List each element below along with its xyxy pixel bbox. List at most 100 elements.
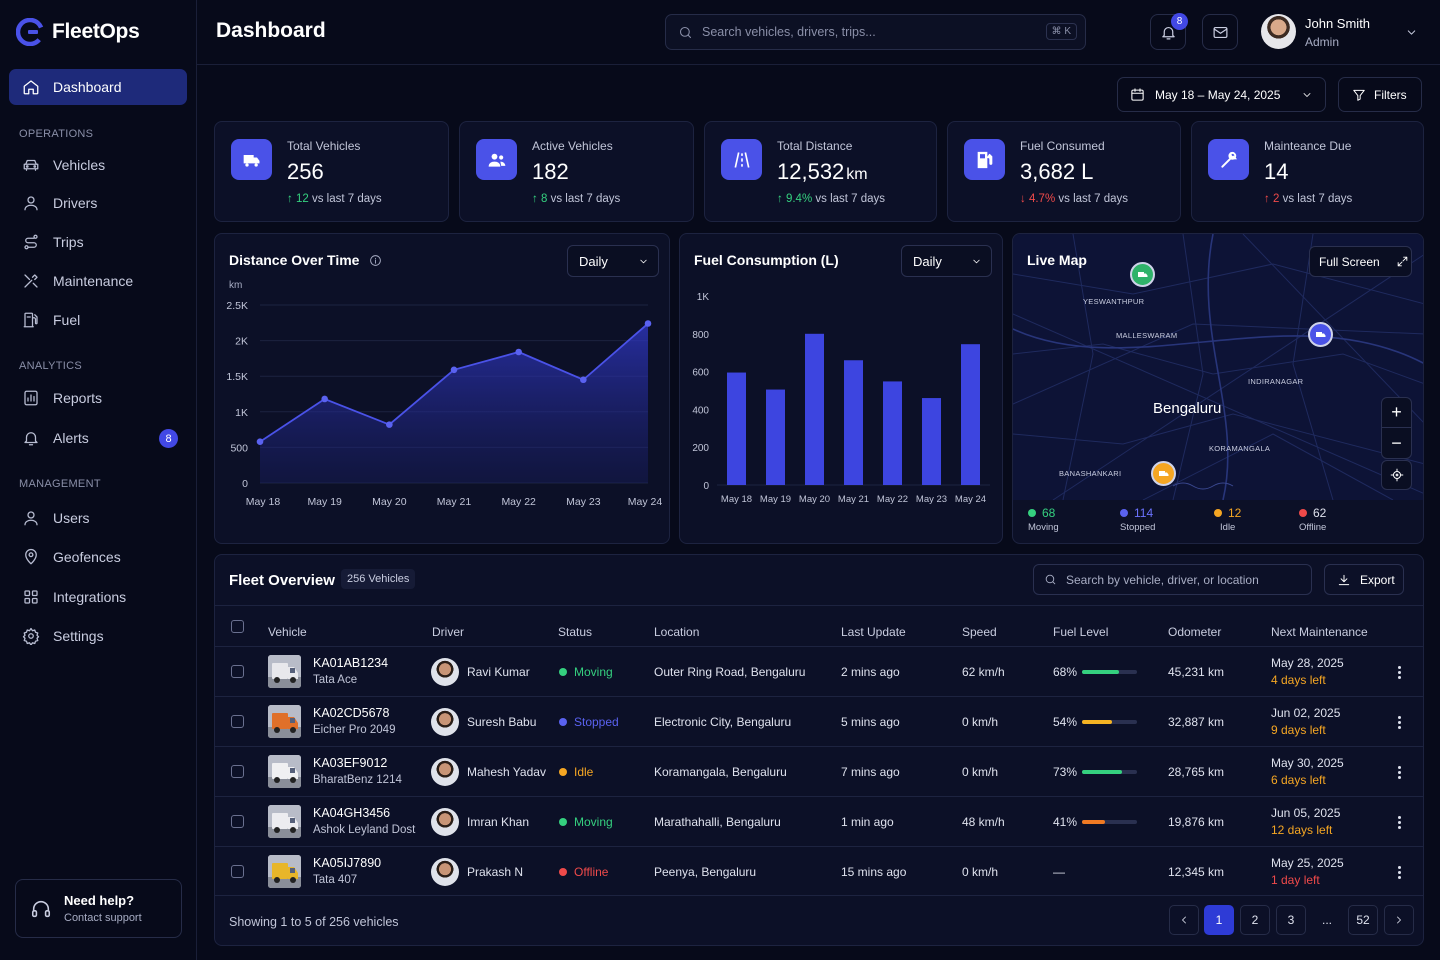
select-all-checkbox[interactable] [231, 620, 244, 633]
fleet-search[interactable]: Search by vehicle, driver, or location [1033, 564, 1312, 595]
driver-name[interactable]: Mahesh Yadav [467, 765, 546, 779]
zoom-in-button[interactable]: + [1382, 398, 1411, 428]
nav-maintenance[interactable]: Maintenance [9, 263, 187, 299]
map-marker-stopped[interactable] [1308, 322, 1333, 347]
column-header[interactable]: Fuel Level [1053, 625, 1109, 639]
driver-name[interactable]: Prakash N [467, 865, 524, 879]
row-menu-button[interactable] [1393, 812, 1405, 832]
vehicle-plate[interactable]: KA01AB1234 [313, 656, 389, 670]
driver-name[interactable]: Imran Khan [467, 815, 530, 829]
nav-reports[interactable]: Reports [9, 380, 187, 416]
period-value: Daily [579, 253, 608, 269]
logo[interactable]: FleetOps [16, 18, 140, 46]
bar[interactable] [844, 360, 863, 485]
data-point[interactable] [256, 438, 264, 446]
row-checkbox[interactable] [231, 815, 244, 828]
row-menu-button[interactable] [1393, 862, 1405, 882]
map-marker-idle[interactable] [1151, 461, 1176, 486]
fleet-search-input[interactable]: Search by vehicle, driver, or location [1066, 572, 1259, 587]
table-row[interactable]: KA01AB1234 Tata Ace Ravi Kumar Moving Ou… [215, 646, 1424, 696]
column-header[interactable]: Next Maintenance [1271, 625, 1368, 639]
nav-integrations[interactable]: Integrations [9, 579, 187, 615]
bar[interactable] [961, 344, 980, 485]
bar[interactable] [805, 333, 824, 485]
table-row[interactable]: KA04GH3456 Ashok Leyland Dost Imran Khan… [215, 796, 1424, 846]
page-button[interactable]: 52 [1348, 905, 1378, 935]
column-header[interactable]: Location [654, 625, 700, 639]
map-fullscreen-button[interactable]: Full Screen [1309, 246, 1412, 277]
table-row[interactable]: KA03EF9012 BharatBenz 1214 Mahesh Yadav … [215, 746, 1424, 796]
nav-drivers[interactable]: Drivers [9, 185, 187, 221]
column-header[interactable]: Speed [962, 625, 997, 639]
nav-geofences[interactable]: Geofences [9, 539, 187, 575]
data-point[interactable] [450, 366, 458, 374]
column-header[interactable]: Vehicle [268, 625, 307, 639]
search-input[interactable]: Search vehicles, drivers, trips... [702, 25, 876, 39]
row-checkbox[interactable] [231, 715, 244, 728]
nav-settings[interactable]: Settings [9, 618, 187, 654]
map-marker-moving[interactable] [1130, 262, 1155, 287]
messages-button[interactable] [1202, 14, 1238, 50]
global-search[interactable]: Search vehicles, drivers, trips... ⌘ K [665, 14, 1086, 50]
column-header[interactable]: Driver [432, 625, 464, 639]
vehicle-plate[interactable]: KA02CD5678 [313, 706, 390, 720]
row-menu-button[interactable] [1393, 762, 1405, 782]
bar[interactable] [922, 398, 941, 485]
zoom-out-button[interactable]: − [1391, 432, 1402, 453]
date-range-picker[interactable]: May 18 – May 24, 2025 [1117, 77, 1326, 112]
last-update: 1 min ago [841, 815, 894, 829]
x-tick-label: May 21 [437, 496, 472, 508]
nav-fuel[interactable]: Fuel [9, 302, 187, 338]
vehicle-plate[interactable]: KA03EF9012 [313, 756, 388, 770]
row-checkbox[interactable] [231, 765, 244, 778]
locate-button[interactable] [1381, 460, 1412, 490]
notifications-button[interactable]: 8 [1150, 13, 1188, 50]
row-checkbox[interactable] [231, 665, 244, 678]
bar[interactable] [766, 389, 785, 485]
page-button[interactable]: 3 [1276, 905, 1306, 935]
row-menu-button[interactable] [1393, 712, 1405, 732]
bar[interactable] [883, 381, 902, 485]
nav-label: Settings [53, 628, 104, 644]
next-page-button[interactable] [1384, 905, 1414, 935]
driver-name[interactable]: Ravi Kumar [467, 665, 530, 679]
vehicle-plate[interactable]: KA04GH3456 [313, 806, 391, 820]
table-row[interactable]: KA02CD5678 Eicher Pro 2049 Suresh Babu S… [215, 696, 1424, 746]
driver-name[interactable]: Suresh Babu [467, 715, 537, 729]
column-header[interactable]: Odometer [1168, 625, 1222, 639]
distance-period-select[interactable]: Daily [567, 245, 659, 277]
help-card[interactable]: Need help? Contact support [15, 879, 182, 938]
page-button[interactable]: 2 [1240, 905, 1270, 935]
nav-alerts[interactable]: Alerts 8 [9, 420, 187, 456]
row-checkbox[interactable] [231, 865, 244, 878]
table-row[interactable]: KA05IJ7890 Tata 407 Prakash N Offline Pe… [215, 846, 1424, 896]
nav-users[interactable]: Users [9, 500, 187, 536]
vehicle-plate[interactable]: KA05IJ7890 [313, 856, 382, 870]
truck-icon [1158, 470, 1168, 476]
user-menu[interactable]: John Smith Admin [1261, 14, 1431, 50]
x-tick-label: May 22 [877, 494, 908, 505]
y-axis-unit: km [229, 280, 242, 291]
data-point[interactable] [386, 421, 393, 428]
page-button[interactable]: 1 [1204, 905, 1234, 935]
data-point[interactable] [515, 348, 522, 356]
prev-page-button[interactable] [1169, 905, 1199, 935]
stat-label: Total Distance [777, 139, 853, 153]
nav-vehicles[interactable]: Vehicles [9, 147, 187, 183]
data-point[interactable] [644, 320, 652, 327]
fuel-period-select[interactable]: Daily [901, 245, 992, 277]
nav-trips[interactable]: Trips [9, 224, 187, 260]
nav-label: Users [53, 510, 90, 526]
filters-button[interactable]: Filters [1338, 77, 1422, 112]
nav-dashboard[interactable]: Dashboard [9, 69, 187, 105]
bar[interactable] [727, 372, 746, 485]
map-canvas[interactable] [1013, 234, 1424, 500]
stat-label: Total Vehicles [287, 139, 361, 153]
column-header[interactable]: Status [558, 625, 593, 639]
column-header[interactable]: Last Update [841, 625, 906, 639]
data-point[interactable] [580, 376, 587, 384]
row-menu-button[interactable] [1393, 662, 1405, 682]
nav-label: Alerts [53, 430, 89, 446]
data-point[interactable] [321, 395, 328, 403]
export-button[interactable]: Export [1324, 564, 1404, 595]
